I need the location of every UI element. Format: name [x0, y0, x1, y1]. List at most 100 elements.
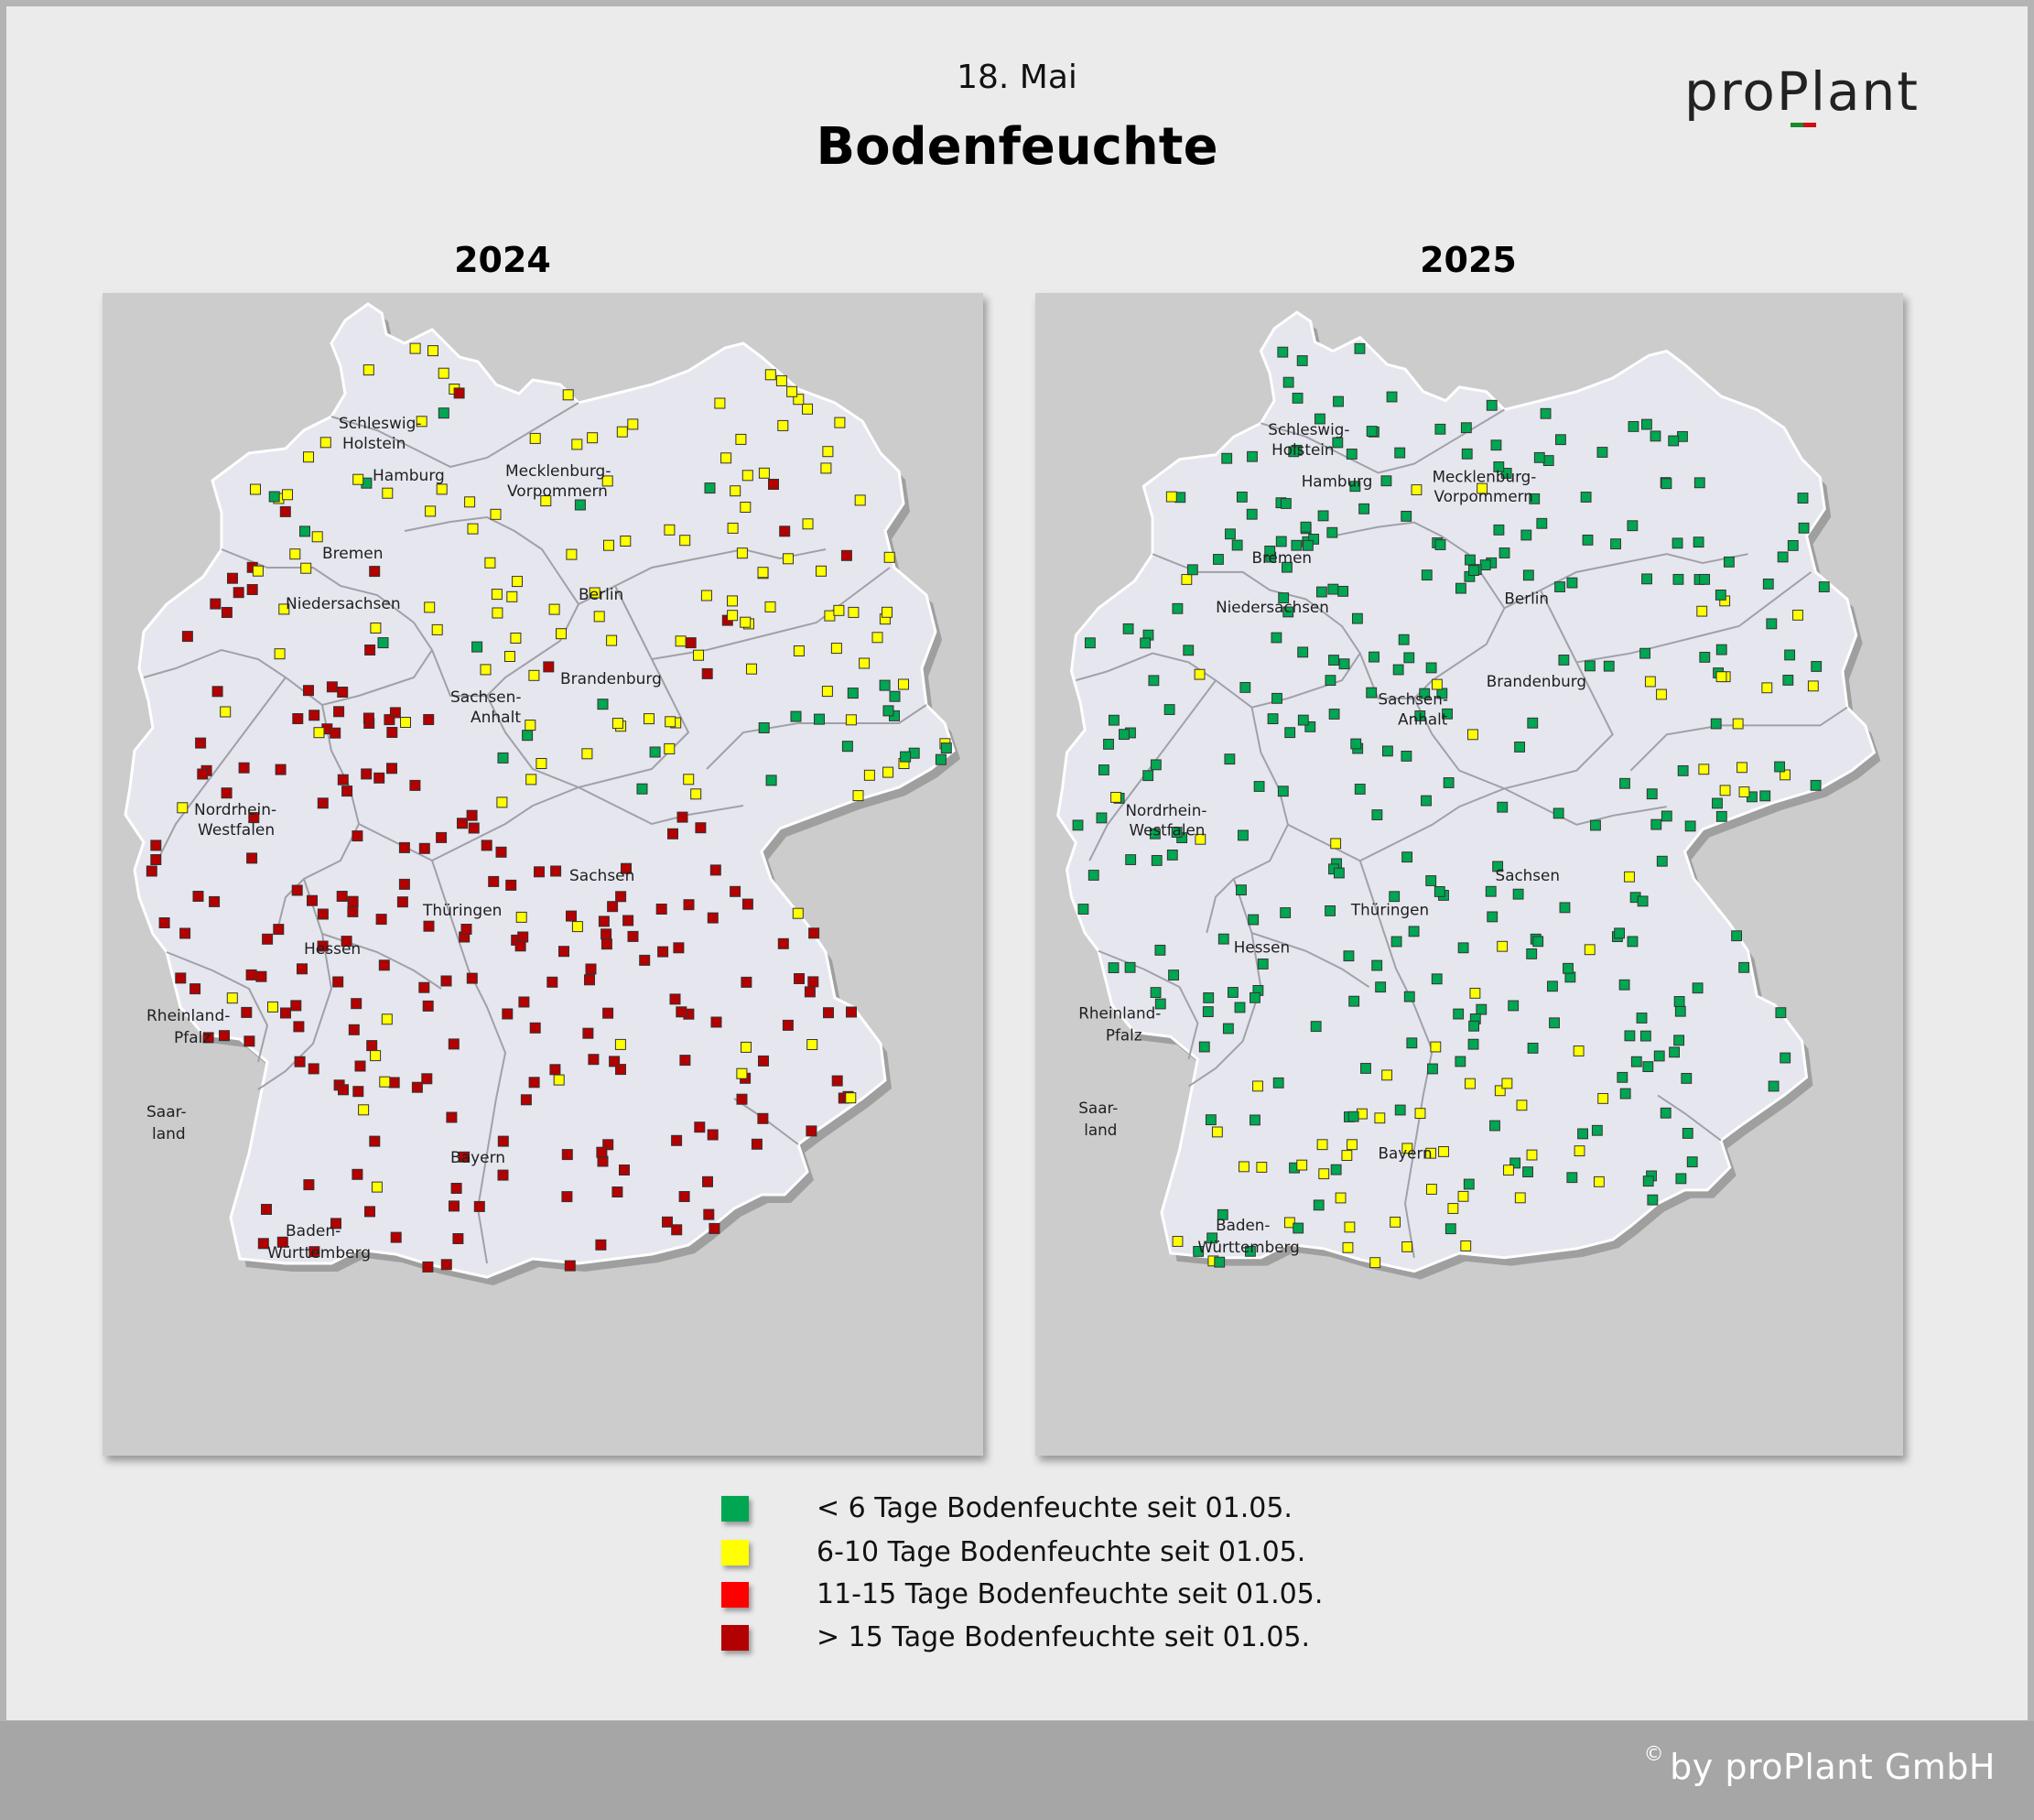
station-marker	[758, 1055, 769, 1067]
station-marker	[1497, 801, 1509, 813]
station-marker	[303, 1179, 315, 1191]
station-marker	[497, 752, 509, 764]
station-marker	[1455, 582, 1466, 594]
station-marker	[319, 437, 331, 449]
station-marker	[158, 917, 170, 928]
state-label-bw2: Württemberg	[267, 1244, 371, 1262]
station-marker	[1526, 1149, 1538, 1161]
station-marker	[1644, 676, 1656, 688]
station-marker	[361, 768, 373, 780]
station-marker	[1314, 413, 1325, 425]
station-marker	[1490, 439, 1502, 451]
station-marker	[308, 1063, 319, 1075]
station-marker	[221, 787, 233, 799]
state-border	[1413, 698, 1542, 790]
station-marker	[514, 940, 526, 952]
state-label-sl1: Saar-	[1078, 1099, 1118, 1117]
state-label-rp1: Rheinland-	[146, 1007, 230, 1025]
station-marker	[1627, 520, 1639, 532]
station-marker	[1540, 407, 1552, 419]
state-label-hb: Bremen	[1252, 548, 1313, 567]
station-marker	[1780, 769, 1791, 781]
station-marker	[1692, 982, 1704, 994]
station-marker	[1514, 1192, 1526, 1204]
station-marker	[528, 669, 540, 681]
station-marker	[584, 974, 595, 986]
station-marker	[1401, 1143, 1413, 1154]
station-marker	[352, 1168, 363, 1180]
station-marker	[1487, 911, 1498, 923]
station-marker	[1469, 987, 1481, 999]
station-marker	[840, 549, 852, 561]
state-border	[1206, 707, 1289, 934]
station-marker	[1668, 435, 1680, 447]
station-marker	[1315, 586, 1327, 598]
station-marker	[341, 936, 352, 948]
station-marker	[202, 1032, 214, 1044]
station-marker	[1154, 944, 1166, 956]
station-marker	[883, 551, 895, 563]
state-border	[706, 704, 927, 770]
station-marker	[423, 714, 435, 725]
station-marker	[1333, 395, 1344, 407]
station-marker	[248, 812, 260, 824]
station-marker	[1460, 422, 1472, 434]
station-marker	[619, 1165, 630, 1175]
station-marker	[1390, 1216, 1401, 1228]
station-marker	[221, 607, 233, 618]
station-marker	[561, 1191, 573, 1203]
station-marker	[1419, 688, 1431, 699]
station-marker	[464, 496, 476, 508]
state-border	[486, 695, 616, 789]
station-marker	[741, 1041, 752, 1053]
station-marker	[639, 954, 651, 966]
station-marker	[1455, 1056, 1466, 1067]
station-marker	[765, 775, 777, 786]
station-marker	[587, 432, 599, 444]
station-marker	[460, 924, 472, 935]
station-marker	[606, 634, 618, 646]
legend-label: < 6 Tage Bodenfeuchte seit 01.05.	[817, 1492, 1293, 1524]
station-marker	[664, 524, 676, 536]
station-marker	[589, 587, 600, 599]
station-marker	[615, 891, 627, 903]
state-border	[1576, 571, 1812, 664]
state-border	[431, 860, 507, 1264]
state-label-sl2: land	[152, 1125, 186, 1143]
station-marker	[1366, 687, 1378, 699]
station-marker	[727, 522, 739, 534]
station-marker	[562, 389, 574, 401]
station-marker	[1792, 609, 1803, 621]
station-marker	[1580, 492, 1592, 503]
station-marker	[388, 1077, 400, 1089]
station-marker	[490, 508, 502, 520]
station-marker	[600, 928, 612, 940]
station-marker	[252, 565, 264, 577]
station-marker	[1369, 1257, 1381, 1269]
station-marker	[821, 686, 833, 698]
station-marker	[550, 865, 562, 877]
station-marker	[496, 796, 508, 808]
station-marker	[764, 369, 776, 381]
station-marker	[1213, 554, 1224, 565]
station-marker	[1547, 980, 1558, 992]
station-marker	[1277, 785, 1289, 797]
station-marker	[1780, 1052, 1791, 1064]
station-marker	[1516, 1100, 1528, 1111]
station-marker	[834, 417, 846, 428]
legend-swatch-yellow	[721, 1540, 749, 1565]
station-marker	[709, 1222, 720, 1234]
station-marker	[377, 637, 389, 649]
station-marker	[352, 1086, 364, 1098]
station-marker	[1252, 1080, 1263, 1092]
station-marker	[438, 407, 449, 419]
station-marker	[354, 1060, 366, 1072]
station-marker	[727, 610, 739, 622]
station-marker	[1282, 561, 1293, 573]
station-marker	[546, 976, 558, 988]
station-marker	[282, 489, 293, 501]
state-label-be: Berlin	[1504, 589, 1549, 607]
station-marker	[614, 1038, 626, 1050]
state-label-mv2: Vorpommern	[1434, 487, 1533, 505]
station-marker	[622, 915, 634, 926]
